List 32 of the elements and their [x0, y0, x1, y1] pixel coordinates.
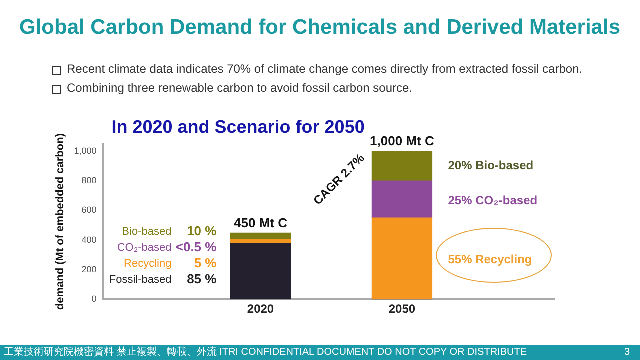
- y-tick-label: 0: [92, 294, 97, 304]
- bar: [230, 242, 292, 300]
- annotation: 20% Bio-based: [448, 158, 534, 172]
- text: Recycling: [124, 258, 172, 270]
- annotation: 55% Recycling: [448, 252, 532, 266]
- chart-title: Global Carbon Demand for Chemicals and Derived Materials: [18, 16, 622, 40]
- bar: [372, 218, 433, 300]
- y-tick-label: 800: [82, 176, 97, 186]
- text: Recent climate data indicates 70% of climate change comes directly from extracted fossil carbon.: [67, 62, 583, 76]
- text: Combining three renewable carbon to avoid fossil carbon source.: [67, 81, 413, 95]
- annotation: 10 %: [187, 224, 218, 239]
- x-tick-label: 2050: [388, 302, 416, 316]
- annotation: 1,000 Mt C: [370, 133, 435, 148]
- text: CO₂-based: [117, 242, 172, 254]
- text: Fossil-based: [109, 274, 172, 286]
- bar: [372, 180, 433, 218]
- y-tick-label: 1,000: [74, 146, 97, 156]
- y-tick-label: 200: [82, 264, 97, 274]
- annotation: 450 Mt C: [234, 215, 288, 230]
- y-tick-label: 400: [82, 234, 97, 245]
- annotation: 85 %: [187, 272, 218, 287]
- text: 工業技術研究院機密資料 禁止複製、轉載、外流 ITRI CONFIDENTIAL DOCUMENT DO NOT COPY OR DISTRIBUTE: [4, 346, 527, 360]
- text: 3: [624, 346, 630, 360]
- y-tick-label: 600: [82, 205, 97, 216]
- annotation: 5 %: [194, 256, 218, 271]
- annotation: <0.5 %: [176, 240, 218, 255]
- text: Bio-based: [122, 226, 172, 238]
- chart-subtitle: In 2020 and Scenario for 2050: [112, 116, 365, 137]
- y-axis-title: demand (Mt of embedded carbon): [54, 133, 67, 310]
- bar: [372, 151, 433, 182]
- annotation: 25% CO₂-based: [448, 193, 538, 208]
- x-tick-label: 2020: [247, 302, 274, 316]
